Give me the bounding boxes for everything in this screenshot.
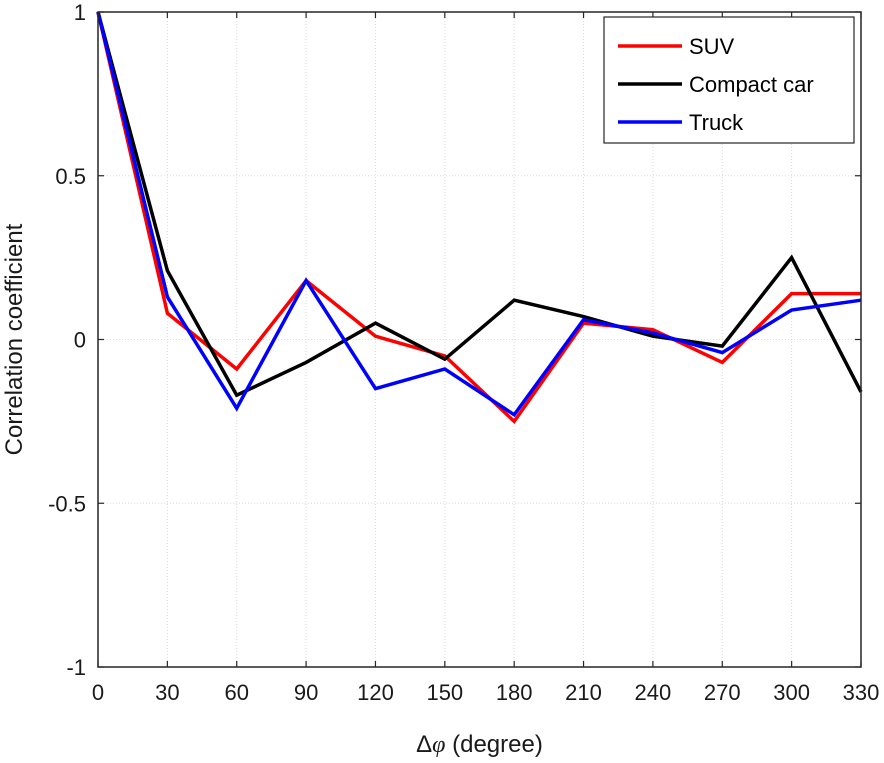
x-tick-label: 60 <box>224 680 248 705</box>
series-line-suv <box>96 11 861 425</box>
series-line-truck <box>96 11 862 418</box>
axis-ticks: 0 30 60 90 120 150 180 210 240 270 300 330 -1 -0.5 0 0.… <box>48 0 879 705</box>
x-axis-title-prefix: Δ <box>416 731 432 758</box>
y-tick-label: 1 <box>74 0 86 25</box>
x-tick-label: 300 <box>773 680 810 705</box>
x-tick-label: 240 <box>635 680 672 705</box>
x-tick-label: 0 <box>92 680 104 705</box>
y-tick-label: 0 <box>74 328 86 353</box>
x-tick-label: 30 <box>155 680 179 705</box>
x-axis-title: Δφ (degree) <box>416 731 543 758</box>
x-tick-label: 270 <box>704 680 741 705</box>
x-tick-label: 180 <box>496 680 533 705</box>
x-tick-label: 330 <box>843 680 880 705</box>
series-line-compact-car <box>96 11 863 398</box>
series-lines <box>96 11 863 425</box>
legend-label-compact-car: Compact car <box>689 72 814 97</box>
x-tick-label: 90 <box>294 680 318 705</box>
y-axis-title: Correlation coefficient <box>1 223 28 455</box>
x-axis-title-suffix: (degree) <box>445 731 542 758</box>
legend: SUV Compact car Truck <box>603 16 855 144</box>
legend-label-truck: Truck <box>689 110 744 135</box>
y-tick-label: 0.5 <box>55 164 86 189</box>
x-axis-title-symbol: φ <box>432 732 445 758</box>
x-tick-label: 120 <box>357 680 394 705</box>
x-tick-label: 150 <box>426 680 463 705</box>
x-tick-label: 210 <box>565 680 602 705</box>
y-tick-label: -1 <box>66 655 86 680</box>
legend-label-suv: SUV <box>689 34 735 59</box>
y-tick-label: -0.5 <box>48 491 86 516</box>
